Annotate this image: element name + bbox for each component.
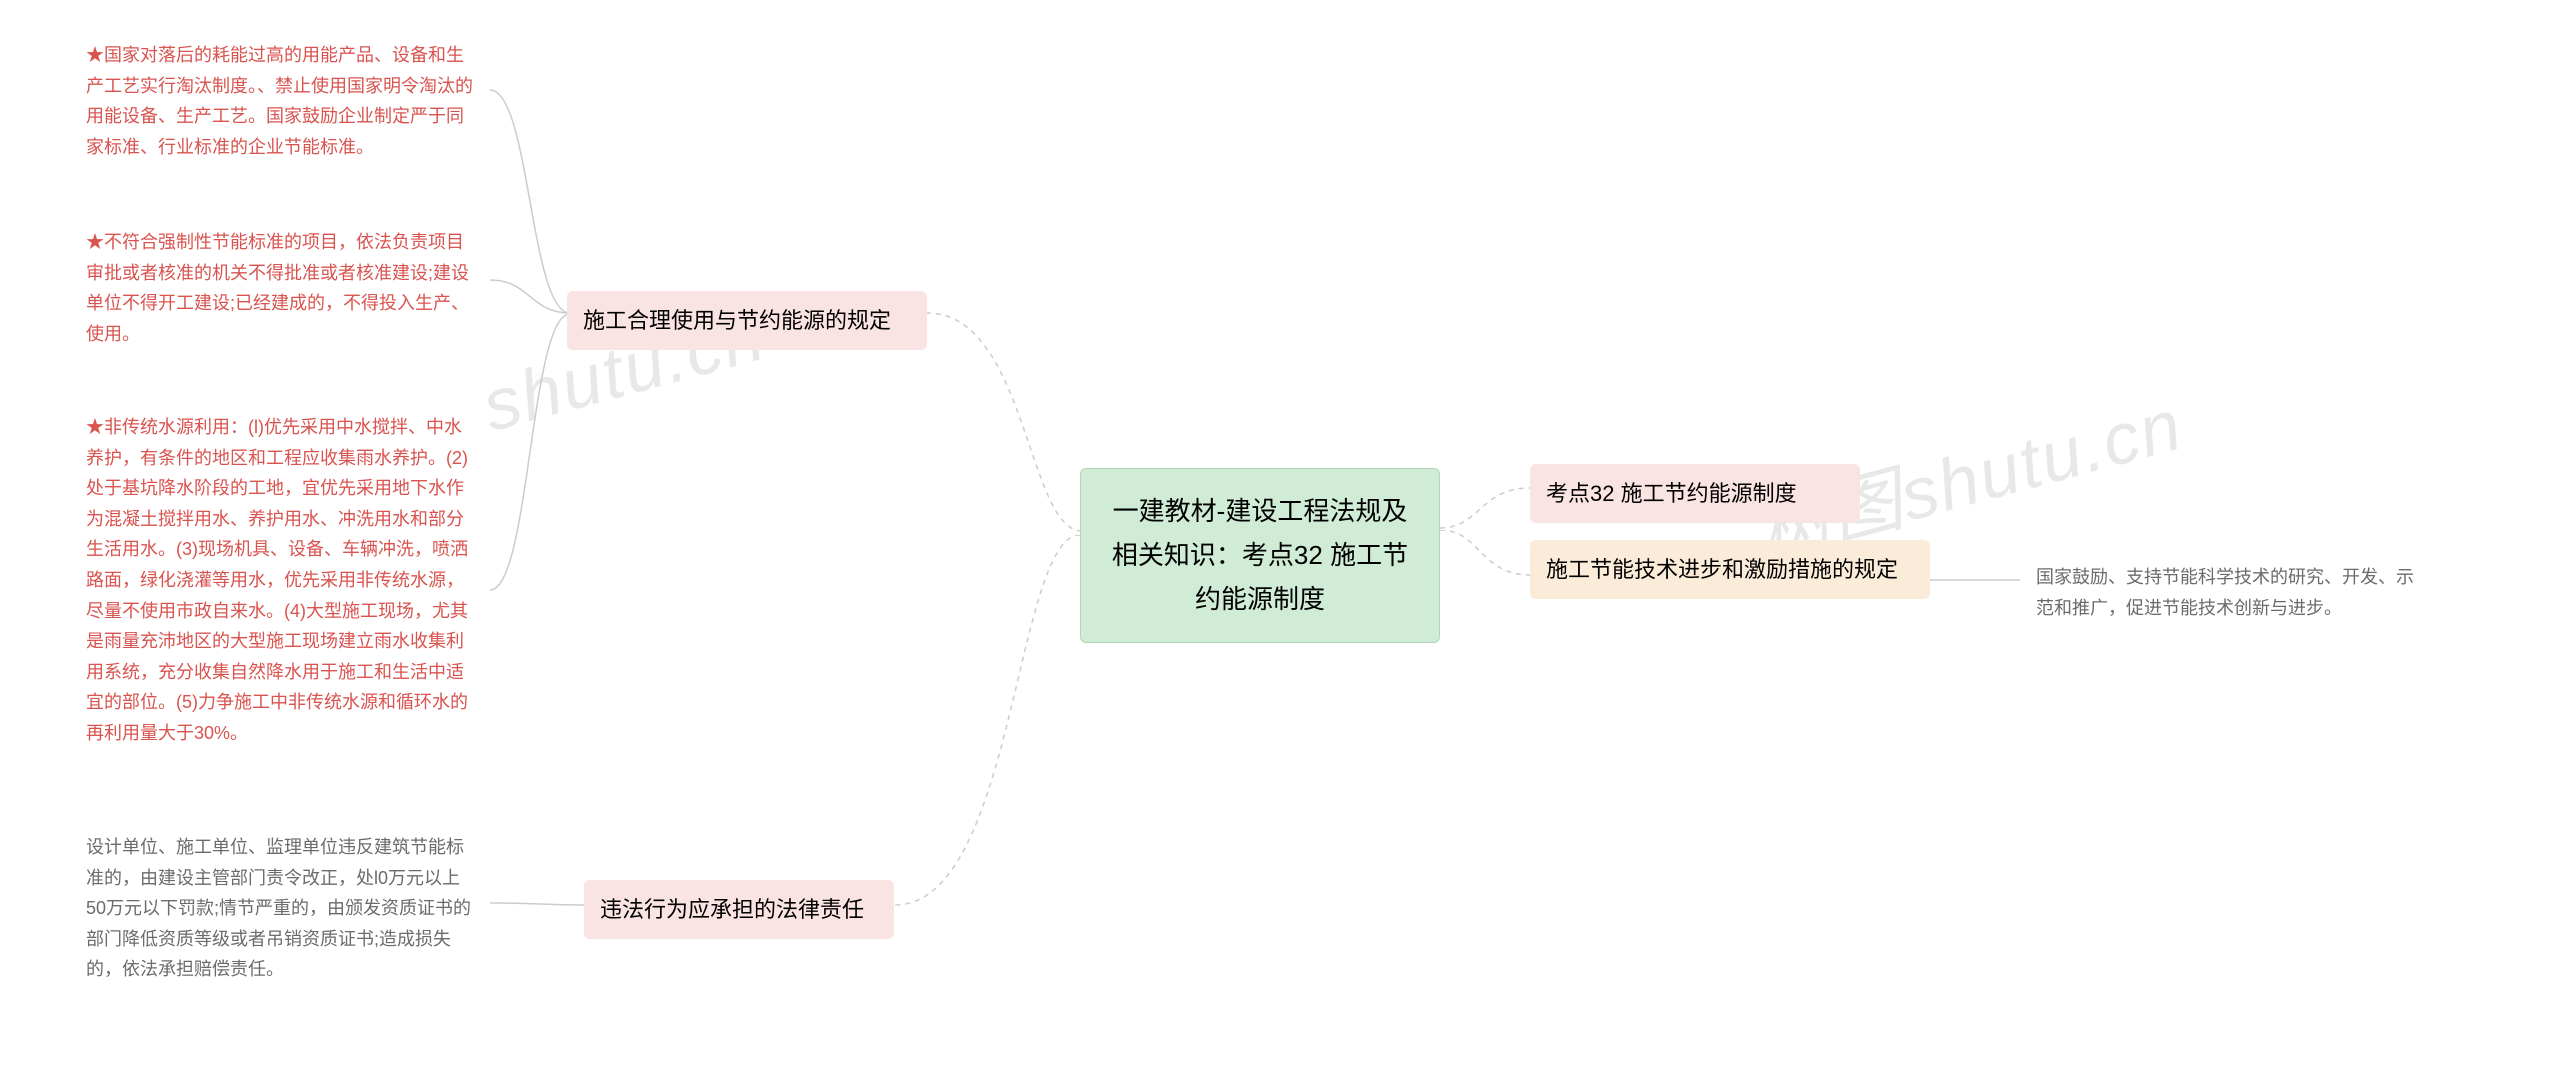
leaf-encourage-tech: 国家鼓励、支持节能科学技术的研究、开发、示范和推广，促进节能技术创新与进步。 [2020, 550, 2430, 635]
connector [490, 310, 575, 600]
leaf-text: ★国家对落后的耗能过高的用能产品、设备和生产工艺实行淘汰制度。、禁止使用国家明令… [86, 45, 473, 157]
connector [1930, 572, 2025, 592]
leaf-text: 国家鼓励、支持节能科学技术的研究、开发、示范和推广，促进节能技术创新与进步。 [2036, 567, 2414, 618]
connector [490, 895, 590, 915]
branch-construction-energy-use: 施工合理使用与节约能源的规定 [567, 291, 927, 350]
leaf-elimination-system: ★国家对落后的耗能过高的用能产品、设备和生产工艺实行淘汰制度。、禁止使用国家明令… [70, 28, 490, 174]
leaf-penalty: 设计单位、施工单位、监理单位违反建筑节能标准的，由建设主管部门责令改正，处l0万… [70, 820, 490, 997]
branch-exam-point: 考点32 施工节约能源制度 [1530, 464, 1860, 523]
branch-tech-incentive: 施工节能技术进步和激励措施的规定 [1530, 540, 1930, 599]
connector [1440, 480, 1535, 540]
leaf-text: 设计单位、施工单位、监理单位违反建筑节能标准的，由建设主管部门责令改正，处l0万… [86, 837, 471, 979]
branch-legal-liability: 违法行为应承担的法律责任 [584, 880, 894, 939]
center-node: 一建教材-建设工程法规及相关知识：考点32 施工节约能源制度 [1080, 468, 1440, 643]
center-text: 一建教材-建设工程法规及相关知识：考点32 施工节约能源制度 [1112, 496, 1408, 614]
branch-label: 施工合理使用与节约能源的规定 [583, 308, 891, 333]
branch-label: 违法行为应承担的法律责任 [600, 897, 864, 922]
connector [490, 275, 575, 325]
branch-label: 施工节能技术进步和激励措施的规定 [1546, 557, 1898, 582]
branch-label: 考点32 施工节约能源制度 [1546, 481, 1797, 506]
connector [927, 291, 1087, 541]
leaf-text: ★非传统水源利用：(l)优先采用中水搅拌、中水养护，有条件的地区和工程应收集雨水… [86, 417, 468, 743]
leaf-nontraditional-water: ★非传统水源利用：(l)优先采用中水搅拌、中水养护，有条件的地区和工程应收集雨水… [70, 400, 490, 761]
leaf-text: ★不符合强制性节能标准的项目，依法负责项目审批或者核准的机关不得批准或者核准建设… [86, 232, 469, 344]
connector [1440, 530, 1535, 590]
connector [895, 535, 1085, 915]
leaf-mandatory-standards: ★不符合强制性节能标准的项目，依法负责项目审批或者核准的机关不得批准或者核准建设… [70, 215, 490, 361]
connector [490, 85, 575, 320]
